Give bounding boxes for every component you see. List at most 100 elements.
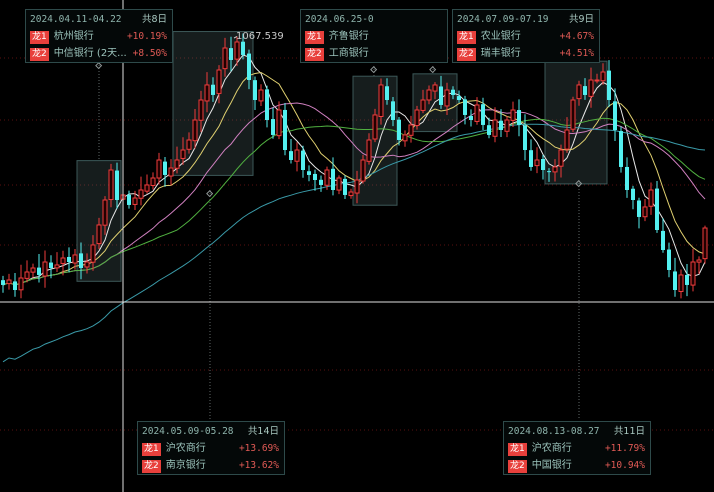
candle-body <box>678 274 684 292</box>
ma60-line <box>2 123 706 363</box>
candle-body <box>558 149 564 167</box>
candle-body <box>696 259 702 263</box>
candle-body <box>198 99 204 121</box>
candle-body <box>414 109 420 127</box>
candle-body <box>276 109 282 137</box>
candle-body <box>631 188 635 200</box>
leader-badge: 龙1 <box>305 31 324 44</box>
candle-body <box>474 104 480 122</box>
candle-body <box>661 230 665 250</box>
candle-body <box>192 119 198 142</box>
ma20-line <box>2 102 706 286</box>
candle-body <box>420 99 426 111</box>
candle-body <box>102 199 108 226</box>
ma30-line <box>2 117 706 286</box>
date-range: 2024.06.25-0 <box>305 14 374 25</box>
candle-body <box>372 114 378 140</box>
candle-body <box>294 149 300 162</box>
candle-body <box>685 274 689 285</box>
pct-change: +13.69% <box>238 443 279 454</box>
stock-name[interactable]: 中信银行 (2天... <box>53 48 127 59</box>
candle-body <box>510 109 516 121</box>
candle-body <box>570 99 576 130</box>
date-range: 2024.04.11-04.22 <box>30 14 122 25</box>
candle-body <box>576 84 582 100</box>
annotation-box-3[interactable]: 2024.07.09-07.19 共9日 龙1 农业银行 +4.67% 龙2 瑞丰银行 +… <box>452 9 600 63</box>
day-count: 共8日 <box>141 14 167 25</box>
leader-badge: 龙2 <box>142 460 161 473</box>
candle-body <box>583 86 587 95</box>
candle-body <box>547 171 551 173</box>
candle-body <box>642 206 648 218</box>
stock-name[interactable]: 南京银行 <box>165 460 206 471</box>
candle-body <box>1 280 5 285</box>
candle-body <box>247 53 251 80</box>
stock-name[interactable]: 中国银行 <box>531 460 572 471</box>
candle-body <box>84 261 90 268</box>
candle-body <box>60 257 66 264</box>
pct-change: +13.62% <box>238 460 279 471</box>
candle-body <box>385 86 389 100</box>
candle-body <box>289 151 293 160</box>
candle-body <box>619 131 623 167</box>
candle-body <box>391 101 395 120</box>
candle-body <box>127 194 131 205</box>
candle-body <box>54 264 60 269</box>
candle-body <box>690 261 696 286</box>
candle-body <box>648 189 654 207</box>
ma10-line <box>2 71 706 286</box>
leader-badge: 龙1 <box>30 31 49 44</box>
candle-body <box>492 119 498 137</box>
candle-body <box>637 200 641 217</box>
candle-body <box>348 191 354 197</box>
stock-name[interactable]: 工商银行 <box>328 48 369 59</box>
day-count: 共14日 <box>247 426 279 437</box>
annotation-box-2[interactable]: 2024.06.25-0 龙1 齐鲁银行 龙2 工商银行 <box>300 9 448 63</box>
candle-body <box>451 89 455 95</box>
candle-body <box>517 110 521 125</box>
stock-name[interactable]: 杭州银行 <box>53 31 94 42</box>
leader-badge: 龙2 <box>30 48 49 61</box>
peak-pointer <box>233 35 238 39</box>
stock-name[interactable]: 农业银行 <box>480 31 521 42</box>
candle-body <box>402 134 408 142</box>
date-range: 2024.08.13-08.27 <box>508 426 600 437</box>
candle-body <box>613 101 617 130</box>
day-count: 共9日 <box>568 14 594 25</box>
candle-body <box>258 89 264 102</box>
candle-body <box>366 139 372 162</box>
candle-body <box>313 173 317 180</box>
candle-body <box>156 159 162 179</box>
candle-body <box>144 184 150 192</box>
candle-body <box>432 84 438 92</box>
annotation-box-4[interactable]: 2024.05.09-05.28 共14日 龙1 沪农商行 +13.69% 龙2 南京银… <box>137 421 285 475</box>
candle-body <box>504 119 510 132</box>
candle-body <box>336 177 342 191</box>
annotation-box-5[interactable]: 2024.08.13-08.27 共11日 龙1 沪农商行 +11.79% 龙2 中国银… <box>503 421 651 475</box>
candle-body <box>186 139 192 150</box>
candle-body <box>702 227 708 260</box>
leader-badge: 龙1 <box>508 443 527 456</box>
stock-name[interactable]: 沪农商行 <box>165 443 206 454</box>
candle-body <box>42 261 48 277</box>
stock-name[interactable]: 齐鲁银行 <box>328 31 369 42</box>
candle-body <box>204 84 210 102</box>
candle-body <box>271 119 275 135</box>
candle-body <box>354 179 360 194</box>
candle-body <box>343 178 347 195</box>
annotation-box-1[interactable]: 2024.04.11-04.22 共8日 龙1 杭州银行 +10.19% 龙2 中信银行… <box>25 9 173 63</box>
candle-body <box>481 104 485 125</box>
candle-body <box>163 161 167 175</box>
candle-body <box>457 96 461 100</box>
candle-body <box>108 169 114 201</box>
stock-name[interactable]: 沪农商行 <box>531 443 572 454</box>
diamond-marker-icon <box>429 66 437 74</box>
stock-name[interactable]: 瑞丰银行 <box>480 48 521 59</box>
candle-body <box>469 115 473 120</box>
candle-body <box>594 79 600 82</box>
candle-body <box>30 267 36 273</box>
pct-change: +11.79% <box>604 443 645 454</box>
candle-body <box>138 189 144 199</box>
